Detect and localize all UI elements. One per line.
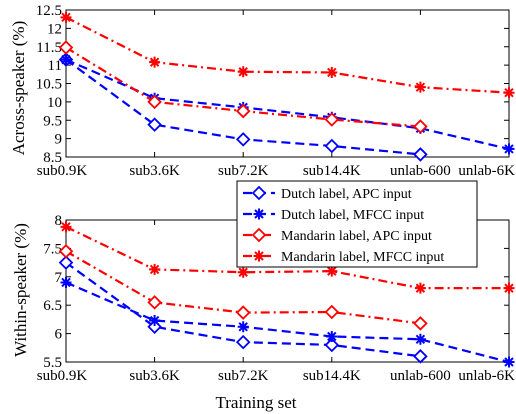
x-tick-label: sub0.9K (37, 163, 88, 179)
data-point (503, 87, 515, 99)
legend-marker (251, 185, 267, 201)
panel-within-speaker: Within-speaker (%) Training set 5.5 6 6.5 7… (11, 213, 515, 412)
legend-marker (253, 250, 265, 262)
data-point (324, 304, 340, 320)
data-point (147, 295, 162, 310)
y-tick-label: 12 (47, 21, 62, 37)
data-point (413, 349, 428, 364)
data-point (235, 305, 251, 320)
x-tick-label: unlab-6K (458, 368, 515, 384)
data-point (237, 321, 249, 333)
data-point (503, 356, 515, 368)
y-tick-label: 6 (55, 327, 63, 343)
series-line (65, 58, 510, 150)
data-point (324, 337, 340, 353)
data-point (324, 138, 340, 154)
y-tick-label: 5.5 (43, 355, 62, 371)
legend-marker (251, 227, 267, 243)
data-point (58, 40, 74, 55)
x-tick-label: unlab-600 (390, 163, 451, 179)
data-point (58, 255, 74, 270)
legend-label: Mandarin label, MFCC input (281, 250, 444, 265)
y-tick-label: 8.5 (43, 150, 62, 166)
x-tick-label: sub14.4K (303, 163, 361, 179)
y-tick-label: 10.5 (36, 77, 62, 93)
y-tick-label: 11 (48, 58, 62, 74)
axes-box-top (65, 9, 510, 158)
data-point (60, 276, 72, 288)
data-point (413, 316, 428, 331)
y-tick-label: 7 (55, 270, 63, 286)
data-point (414, 81, 426, 93)
data-point (326, 265, 338, 277)
x-tick-label: sub7.2K (218, 368, 269, 384)
y-tick-label: 7.5 (43, 241, 62, 257)
series-line (65, 281, 510, 364)
data-point (235, 132, 251, 147)
data-point (237, 66, 249, 78)
data-point (503, 143, 515, 155)
data-point (326, 330, 338, 342)
y-tick-label: 9.5 (43, 113, 62, 129)
x-tick-label: sub3.6K (129, 163, 180, 179)
data-point (235, 334, 251, 350)
data-point (149, 263, 161, 275)
series-line (65, 16, 510, 94)
legend-marker (253, 208, 265, 220)
data-point (326, 66, 338, 78)
data-point (60, 11, 72, 23)
data-point (413, 119, 428, 134)
legend-label: Dutch label, MFCC input (281, 208, 424, 223)
y-tick-label: 12.5 (36, 3, 62, 19)
x-tick-label: unlab-6K (458, 163, 515, 179)
data-point (149, 315, 161, 327)
data-point (503, 282, 515, 294)
data-point (235, 103, 251, 119)
y-axis-label-bottom: Within-speaker (%) (11, 223, 30, 357)
data-point (414, 333, 426, 345)
data-point (147, 117, 162, 132)
x-tick-label: sub7.2K (218, 163, 269, 179)
data-point (413, 147, 428, 162)
legend-label: Dutch label, APC input (281, 187, 412, 202)
x-tick-label: sub14.4K (303, 368, 361, 384)
series-line (65, 225, 509, 290)
data-point (60, 221, 72, 233)
legend-box (236, 180, 478, 268)
panel-across-speaker: Across-speaker (%) 8.5 9 9.5 10 10.5 11 11.5 12… (9, 3, 515, 179)
legend-label: Mandarin label, APC input (281, 229, 432, 244)
x-tick-label: sub0.9K (37, 368, 88, 384)
y-tick-label: 6.5 (43, 298, 62, 314)
y-axis-label-top: Across-speaker (%) (9, 21, 28, 156)
x-tick-label: unlab-600 (390, 368, 451, 384)
y-tick-label: 11.5 (36, 40, 62, 56)
x-axis-label: Training set (215, 393, 296, 412)
x-tick-label: sub3.6K (129, 368, 180, 384)
data-point (149, 56, 161, 68)
data-point (237, 266, 249, 278)
data-point (58, 243, 74, 259)
y-tick-label: 8 (55, 213, 63, 229)
data-point (60, 54, 72, 66)
legend: Dutch label, APC input Dutch label, MFCC … (236, 180, 478, 268)
y-tick-label: 9 (55, 132, 63, 148)
data-point (324, 112, 340, 127)
data-point (414, 282, 426, 294)
y-tick-label: 10 (47, 95, 62, 111)
data-point (147, 94, 162, 110)
